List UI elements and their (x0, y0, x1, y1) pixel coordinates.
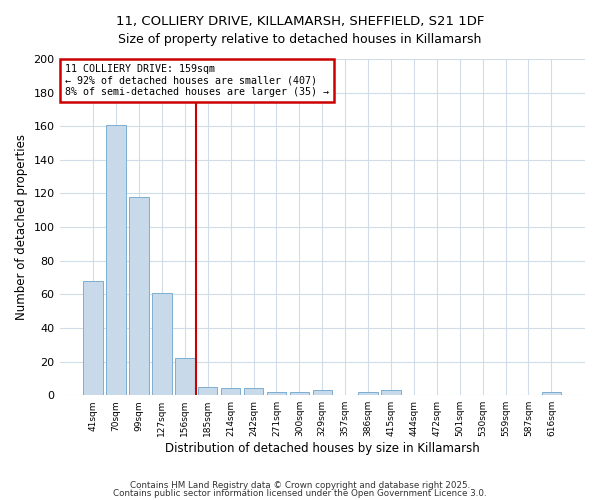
Text: Size of property relative to detached houses in Killamarsh: Size of property relative to detached ho… (118, 32, 482, 46)
Bar (198, 387, 217, 395)
Text: Contains HM Land Registry data © Crown copyright and database right 2025.: Contains HM Land Registry data © Crown c… (130, 480, 470, 490)
Bar (129, 197, 149, 395)
Bar (152, 292, 172, 395)
Bar (290, 392, 309, 395)
Bar (313, 390, 332, 395)
Bar (175, 358, 194, 395)
Bar (244, 388, 263, 395)
Y-axis label: Number of detached properties: Number of detached properties (15, 134, 28, 320)
Text: 11 COLLIERY DRIVE: 159sqm
← 92% of detached houses are smaller (407)
8% of semi-: 11 COLLIERY DRIVE: 159sqm ← 92% of detac… (65, 64, 329, 97)
Bar (542, 392, 561, 395)
X-axis label: Distribution of detached houses by size in Killamarsh: Distribution of detached houses by size … (165, 442, 479, 455)
Text: Contains public sector information licensed under the Open Government Licence 3.: Contains public sector information licen… (113, 489, 487, 498)
Bar (83, 281, 103, 395)
Bar (267, 392, 286, 395)
Bar (106, 124, 126, 395)
Text: 11, COLLIERY DRIVE, KILLAMARSH, SHEFFIELD, S21 1DF: 11, COLLIERY DRIVE, KILLAMARSH, SHEFFIEL… (116, 15, 484, 28)
Bar (381, 390, 401, 395)
Bar (221, 388, 241, 395)
Bar (358, 392, 378, 395)
